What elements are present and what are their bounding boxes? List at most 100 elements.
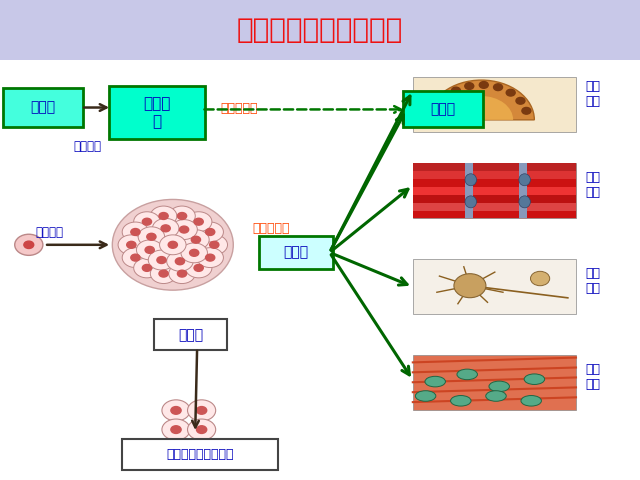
- Circle shape: [205, 228, 215, 235]
- FancyBboxPatch shape: [109, 86, 205, 139]
- Circle shape: [188, 419, 216, 440]
- Circle shape: [196, 426, 207, 433]
- Circle shape: [182, 230, 209, 250]
- Circle shape: [150, 264, 177, 284]
- Circle shape: [134, 258, 160, 278]
- Circle shape: [142, 218, 152, 225]
- Text: 神经
组织: 神经 组织: [586, 267, 600, 295]
- Circle shape: [201, 235, 228, 255]
- Circle shape: [131, 254, 140, 261]
- Circle shape: [194, 218, 204, 225]
- FancyBboxPatch shape: [465, 163, 473, 218]
- Circle shape: [451, 87, 460, 94]
- Text: 多个细
胞: 多个细 胞: [143, 96, 170, 129]
- Ellipse shape: [465, 196, 477, 208]
- Ellipse shape: [519, 174, 531, 186]
- Text: 肌肉
组织: 肌肉 组织: [586, 171, 600, 199]
- Circle shape: [191, 236, 200, 243]
- Wedge shape: [449, 96, 513, 120]
- Circle shape: [440, 95, 449, 101]
- Circle shape: [159, 235, 186, 255]
- Ellipse shape: [489, 381, 509, 392]
- Ellipse shape: [519, 196, 531, 208]
- Circle shape: [205, 254, 215, 261]
- Circle shape: [162, 419, 190, 440]
- Circle shape: [134, 212, 160, 232]
- Circle shape: [15, 234, 43, 255]
- Text: 一、细胞分化形成组织: 一、细胞分化形成组织: [237, 16, 403, 44]
- Circle shape: [171, 426, 181, 433]
- Circle shape: [150, 206, 177, 226]
- Text: 受精卵: 受精卵: [31, 100, 56, 115]
- Ellipse shape: [415, 391, 436, 401]
- FancyBboxPatch shape: [259, 236, 333, 269]
- Circle shape: [113, 200, 234, 290]
- Text: 小部分: 小部分: [178, 328, 203, 342]
- FancyBboxPatch shape: [413, 211, 576, 218]
- Circle shape: [516, 97, 525, 104]
- Circle shape: [122, 222, 148, 242]
- Circle shape: [171, 220, 197, 240]
- Circle shape: [169, 206, 195, 226]
- FancyBboxPatch shape: [3, 88, 83, 127]
- FancyBboxPatch shape: [122, 439, 278, 470]
- Circle shape: [194, 264, 204, 271]
- Circle shape: [24, 241, 34, 249]
- Ellipse shape: [457, 369, 477, 380]
- Circle shape: [159, 213, 168, 219]
- FancyBboxPatch shape: [519, 163, 527, 218]
- Ellipse shape: [524, 374, 545, 384]
- Circle shape: [161, 225, 170, 232]
- FancyBboxPatch shape: [413, 77, 576, 132]
- Circle shape: [148, 250, 175, 270]
- FancyBboxPatch shape: [413, 195, 576, 203]
- Ellipse shape: [486, 391, 506, 401]
- Circle shape: [493, 84, 502, 91]
- Wedge shape: [428, 80, 534, 120]
- FancyBboxPatch shape: [413, 187, 576, 195]
- Circle shape: [189, 250, 199, 256]
- Circle shape: [210, 241, 219, 248]
- Circle shape: [454, 274, 486, 298]
- Text: 上皮
组织: 上皮 组织: [586, 80, 600, 108]
- Circle shape: [479, 82, 488, 88]
- Ellipse shape: [465, 174, 477, 186]
- Text: 保持分裂能力的细胞: 保持分裂能力的细胞: [166, 448, 234, 461]
- Circle shape: [177, 270, 187, 277]
- FancyBboxPatch shape: [413, 179, 576, 187]
- FancyBboxPatch shape: [403, 91, 483, 127]
- Circle shape: [131, 228, 140, 235]
- Text: 细胞分裂: 细胞分裂: [74, 140, 102, 153]
- Circle shape: [175, 258, 184, 265]
- Circle shape: [465, 83, 474, 89]
- Circle shape: [147, 233, 156, 240]
- Circle shape: [177, 213, 187, 219]
- FancyBboxPatch shape: [413, 163, 576, 218]
- Circle shape: [531, 271, 550, 286]
- Ellipse shape: [521, 396, 541, 406]
- Ellipse shape: [451, 396, 471, 406]
- Circle shape: [197, 248, 223, 267]
- FancyBboxPatch shape: [154, 319, 227, 350]
- Circle shape: [186, 258, 212, 278]
- Circle shape: [186, 212, 212, 232]
- Circle shape: [181, 243, 207, 263]
- Circle shape: [179, 226, 189, 233]
- Circle shape: [136, 240, 163, 260]
- Circle shape: [522, 108, 531, 114]
- Text: 细胞分裂: 细胞分裂: [35, 226, 63, 240]
- Circle shape: [171, 407, 181, 414]
- Circle shape: [166, 252, 193, 271]
- FancyBboxPatch shape: [413, 203, 576, 211]
- Circle shape: [157, 257, 166, 264]
- Text: 大部分: 大部分: [284, 245, 308, 260]
- Circle shape: [159, 270, 168, 277]
- Ellipse shape: [425, 376, 445, 387]
- Circle shape: [127, 241, 136, 248]
- Circle shape: [152, 218, 179, 238]
- Circle shape: [188, 400, 216, 421]
- FancyBboxPatch shape: [413, 163, 576, 171]
- Text: 结缔
组织: 结缔 组织: [586, 363, 600, 391]
- Circle shape: [138, 227, 164, 247]
- Circle shape: [122, 248, 148, 267]
